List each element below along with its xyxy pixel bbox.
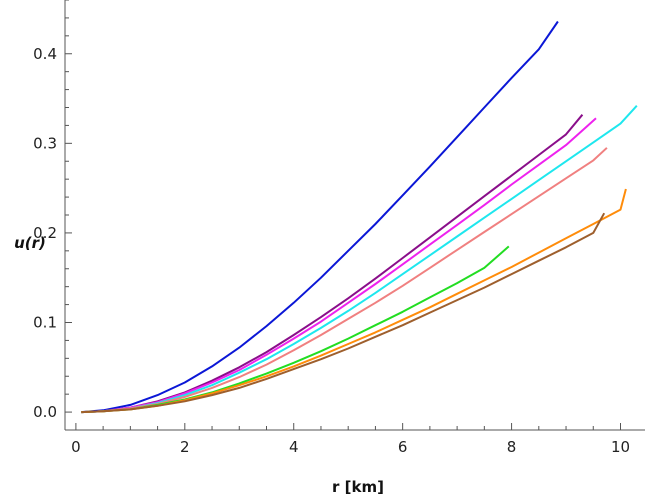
y-tick-label: 0.0 <box>33 403 57 421</box>
y-tick-label: 0.3 <box>33 134 57 152</box>
x-tick-label: 10 <box>611 438 630 456</box>
series-line-2 <box>81 114 584 414</box>
x-tick-label: 0 <box>71 438 81 456</box>
x-tick-label: 2 <box>180 438 190 456</box>
series-line-3 <box>81 117 597 414</box>
tick-labels: 0 2 4 6 8 10 0.0 0.1 0.2 0.3 0.4 <box>33 45 630 456</box>
series-line-6 <box>81 245 510 414</box>
axes <box>64 0 645 431</box>
series-line-1 <box>81 20 559 414</box>
x-tick-label: 4 <box>289 438 299 456</box>
y-tick-label: 0.4 <box>33 45 57 63</box>
series-line-8 <box>81 212 606 414</box>
x-tick-label: 6 <box>398 438 408 456</box>
y-tick-label: 0.1 <box>33 314 57 332</box>
series-line-7 <box>81 188 627 414</box>
series-line-4 <box>81 105 638 414</box>
series-line-5 <box>81 147 608 414</box>
x-tick-label: 8 <box>507 438 517 456</box>
x-axis-title: r [km] <box>332 478 384 496</box>
plot-lines <box>81 20 638 414</box>
y-tick-label: 0.2 <box>33 224 57 242</box>
y-axis-title: u(r) <box>14 234 46 252</box>
